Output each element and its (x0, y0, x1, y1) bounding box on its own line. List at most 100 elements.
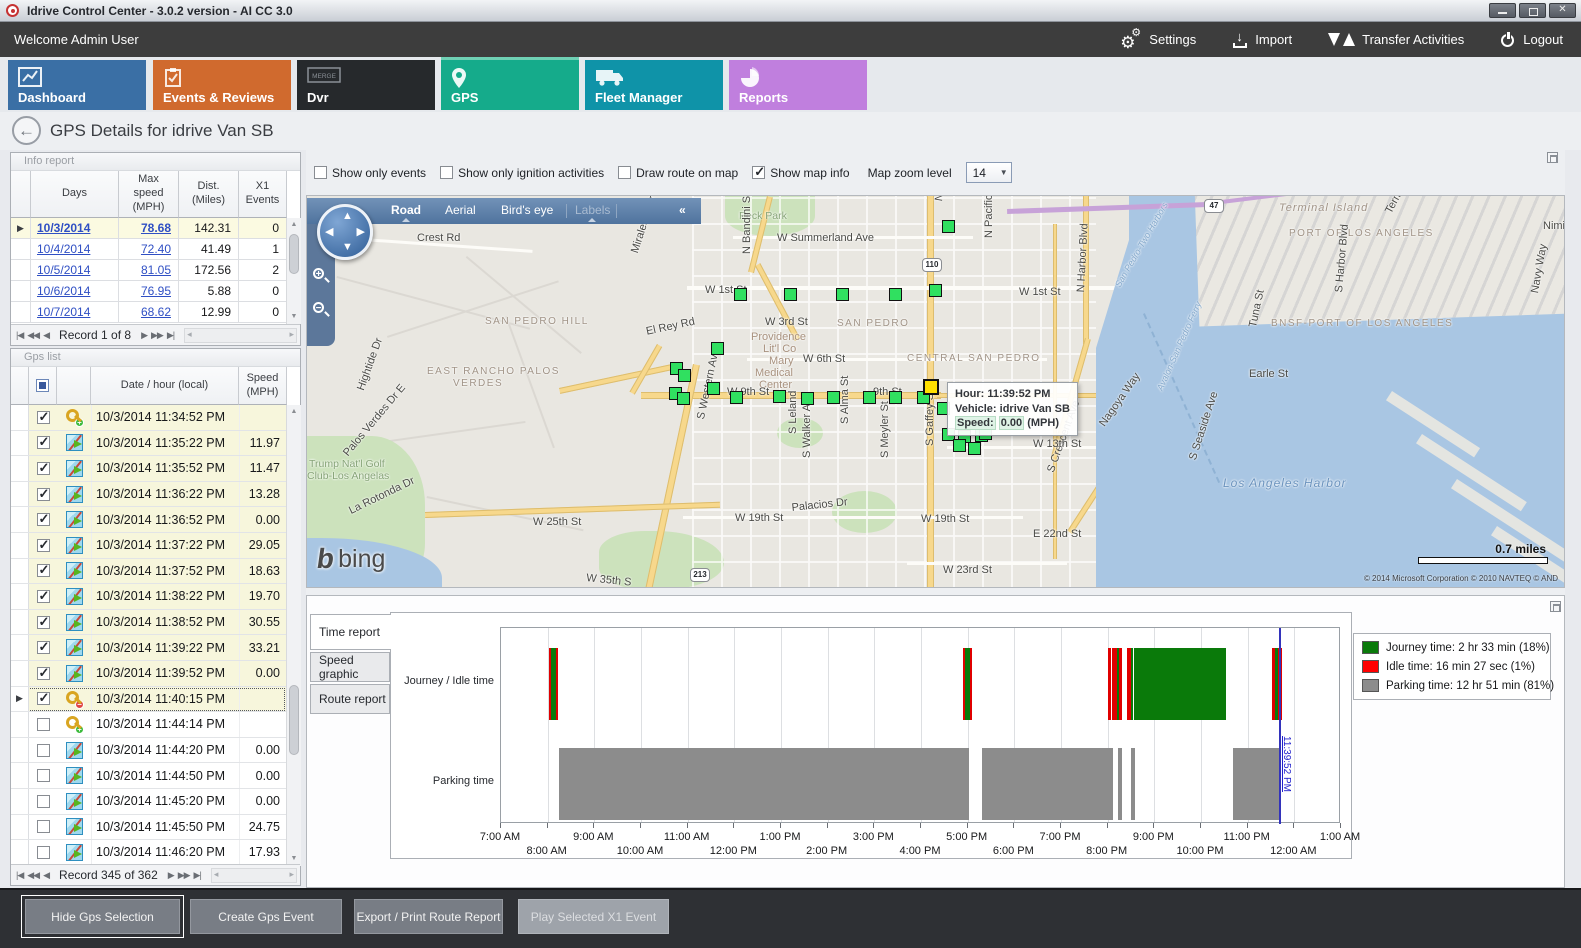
pager-prev-page-button[interactable]: ◀◀ (27, 329, 40, 340)
gps-marker[interactable] (734, 288, 747, 301)
logout-button[interactable]: Logout (1500, 30, 1563, 48)
info-row-max-speed[interactable]: 78.68 (119, 218, 179, 239)
create-gps-event-button[interactable]: Create Gps Event (190, 899, 342, 934)
info-scrollbar[interactable]: ▲ ▼ (286, 218, 301, 324)
chart-tab-time-report[interactable]: Time report (310, 614, 391, 650)
map-style-bird-s-eye[interactable]: Bird's eye (501, 203, 554, 217)
row-checkbox[interactable] (29, 635, 57, 660)
pager-first-button[interactable]: |◀ (16, 869, 24, 880)
info-row-date[interactable]: 10/3/2014 (31, 218, 119, 239)
row-checkbox[interactable] (29, 456, 57, 481)
row-checkbox[interactable] (29, 687, 57, 712)
row-checkbox[interactable] (29, 840, 57, 865)
tab-dashboard[interactable]: Dashboard (8, 60, 146, 110)
map[interactable]: Crest Rd W Summerland Ave Peck Park Mirales… (306, 195, 1565, 588)
gps-list-row[interactable]: 10/3/2014 11:45:20 PM 0.00 (11, 789, 286, 815)
tab-events-reviews[interactable]: Events & Reviews (153, 60, 291, 110)
gps-marker[interactable] (711, 342, 724, 355)
pager-prev-page-button[interactable]: ◀◀ (27, 869, 40, 880)
chart-tab-speed-graphic[interactable]: Speed graphic (310, 652, 390, 682)
pager-prev-button[interactable]: ◀ (43, 869, 50, 880)
row-checkbox[interactable] (29, 610, 57, 635)
gps-marker[interactable] (863, 391, 876, 404)
option-show-only-ignition-activities[interactable]: Show only ignition activities (440, 166, 604, 180)
gps-marker[interactable] (677, 392, 690, 405)
map-style-aerial[interactable]: Aerial (445, 203, 476, 217)
info-row-max-speed[interactable]: 72.40 (119, 239, 179, 260)
map-zoom-level-select[interactable]: 14 ▼ (965, 162, 1012, 183)
tab-dvr[interactable]: MERGE Dvr (297, 60, 435, 110)
gps-list-row[interactable]: 10/3/2014 11:39:52 PM0.00 (11, 661, 286, 687)
pager-next-button[interactable]: ▶ (141, 329, 148, 340)
info-row-date[interactable]: 10/6/2014 (31, 281, 119, 302)
map-style-road[interactable]: Road (391, 203, 421, 217)
gps-list-row[interactable]: ▶ −10/3/2014 11:40:15 PM (11, 686, 286, 713)
info-row-max-speed[interactable]: 68.62 (119, 302, 179, 323)
option-show-only-events[interactable]: Show only events (314, 166, 426, 180)
expand-chart-panel-icon[interactable] (1550, 601, 1561, 612)
row-checkbox[interactable] (29, 584, 57, 609)
gps-list-row[interactable]: 10/3/2014 11:44:20 PM 0.00 (11, 737, 286, 764)
gps-marker[interactable] (889, 288, 902, 301)
pager-next-page-button[interactable]: ▶▶ (177, 869, 191, 880)
info-row-max-speed[interactable]: 81.05 (119, 260, 179, 281)
import-button[interactable]: ↓ Import (1232, 29, 1292, 48)
pager-last-button[interactable]: ▶| (193, 869, 202, 880)
row-checkbox[interactable] (29, 405, 57, 430)
zoom-in-button[interactable]: + (311, 266, 331, 286)
gps-list-row[interactable]: 10/3/2014 11:44:50 PM 0.00 (11, 763, 286, 789)
tab-reports[interactable]: Reports (729, 60, 867, 110)
close-button[interactable] (1549, 3, 1576, 18)
gps-list-row[interactable]: +10/3/2014 11:44:14 PM (11, 712, 286, 738)
info-row-date[interactable]: 10/5/2014 (31, 260, 119, 281)
pager-hscrollbar[interactable] (210, 867, 297, 883)
gps-marker[interactable] (678, 369, 691, 382)
minimize-button[interactable] (1489, 3, 1516, 18)
gps-list-row[interactable]: 10/3/2014 11:45:50 PM 24.75 (11, 814, 286, 841)
gps-scrollbar[interactable]: ▲ ▼ (286, 405, 301, 866)
row-checkbox[interactable] (29, 815, 57, 840)
tab-gps[interactable]: GPS (441, 57, 579, 110)
hide-gps-selection-button[interactable]: Hide Gps Selection (21, 895, 184, 938)
gps-marker[interactable] (836, 288, 849, 301)
pager-first-button[interactable]: |◀ (16, 329, 24, 340)
option-draw-route-on-map[interactable]: Draw route on map (618, 166, 738, 180)
row-checkbox[interactable] (29, 661, 57, 686)
row-checkbox[interactable] (29, 738, 57, 763)
pager-prev-button[interactable]: ◀ (43, 329, 50, 340)
info-row-date[interactable]: 10/7/2014 (31, 302, 119, 323)
gps-list-row[interactable]: 10/3/2014 11:36:52 PM0.00 (11, 507, 286, 533)
tab-fleet-manager[interactable]: Fleet Manager (585, 60, 723, 110)
row-checkbox[interactable] (29, 789, 57, 814)
row-checkbox[interactable] (29, 712, 57, 737)
gps-marker[interactable] (784, 288, 797, 301)
settings-button[interactable]: ⚙ ⚙ Settings (1120, 27, 1196, 51)
zoom-out-button[interactable]: − (311, 300, 331, 320)
export-print-route-report-button[interactable]: Export / Print Route Report (354, 899, 503, 934)
expand-map-panel-icon[interactable] (1547, 152, 1558, 163)
select-all-checkbox[interactable] (36, 379, 49, 392)
info-row-date[interactable]: 10/4/2014 (31, 239, 119, 260)
map-style-labels[interactable]: Labels (575, 203, 611, 217)
collapse-toolbar-button[interactable]: « (679, 203, 686, 217)
pager-next-button[interactable]: ▶ (167, 869, 175, 880)
gps-marker[interactable] (730, 391, 743, 404)
row-checkbox[interactable] (29, 763, 57, 788)
gps-list-row[interactable]: 10/3/2014 11:46:20 PM 17.93 (11, 840, 286, 866)
row-checkbox[interactable] (29, 559, 57, 584)
map-pan-compass[interactable]: ▲ ▼ ◀ ▶ (317, 204, 373, 260)
gps-marker[interactable] (889, 391, 902, 404)
gps-marker[interactable] (953, 439, 966, 452)
pager-next-page-button[interactable]: ▶▶ (151, 329, 164, 340)
row-checkbox[interactable] (29, 431, 57, 456)
gps-marker[interactable] (942, 220, 955, 233)
gps-list-row[interactable]: +10/3/2014 11:34:52 PM (11, 405, 286, 431)
pager-last-button[interactable]: ▶| (166, 329, 175, 340)
